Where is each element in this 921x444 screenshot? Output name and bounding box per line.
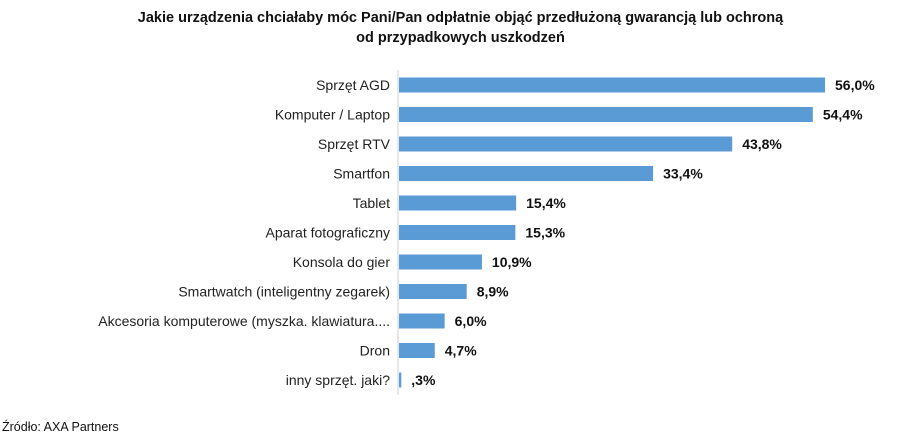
data-label: 4,7% — [445, 343, 477, 359]
category-label: inny sprzęt. jaki? — [286, 372, 390, 388]
data-label: ,3% — [411, 372, 436, 388]
chart-title-line-1: Jakie urządzenia chciałaby móc Pani/Pan … — [137, 10, 784, 26]
data-label: 33,4% — [663, 166, 703, 182]
data-label: 54,4% — [823, 107, 863, 123]
data-label: 56,0% — [835, 77, 875, 93]
bar — [399, 284, 467, 299]
category-label: Tablet — [353, 195, 390, 211]
data-label: 15,4% — [526, 195, 566, 211]
bar — [399, 77, 825, 93]
category-label: Smartfon — [333, 166, 390, 182]
category-label: Dron — [360, 343, 390, 359]
bar — [399, 343, 435, 358]
category-label: Sprzęt RTV — [318, 136, 391, 152]
category-label: Konsola do gier — [293, 254, 391, 270]
category-label: Sprzęt AGD — [316, 77, 390, 93]
bar — [399, 225, 516, 240]
bar — [399, 372, 402, 388]
data-label: 43,8% — [742, 136, 782, 152]
bar — [399, 195, 517, 211]
data-label: 6,0% — [455, 313, 487, 329]
category-label: Komputer / Laptop — [275, 107, 390, 123]
data-label: 8,9% — [477, 284, 509, 300]
category-label: Aparat fotograficzny — [265, 225, 390, 241]
bar — [399, 254, 482, 270]
bar — [399, 313, 445, 329]
category-label: Akcesoria komputerowe (myszka. klawiatur… — [98, 313, 390, 329]
bar — [399, 166, 654, 181]
bar — [399, 107, 813, 122]
source-note: Źródło: AXA Partners — [2, 420, 119, 434]
bar — [399, 136, 733, 152]
category-label: Smartwatch (inteligentny zegarek) — [178, 284, 390, 300]
chart-title-line-2: od przypadkowych uszkodzeń — [356, 30, 565, 46]
data-label: 10,9% — [492, 254, 532, 270]
data-label: 15,3% — [525, 225, 565, 241]
